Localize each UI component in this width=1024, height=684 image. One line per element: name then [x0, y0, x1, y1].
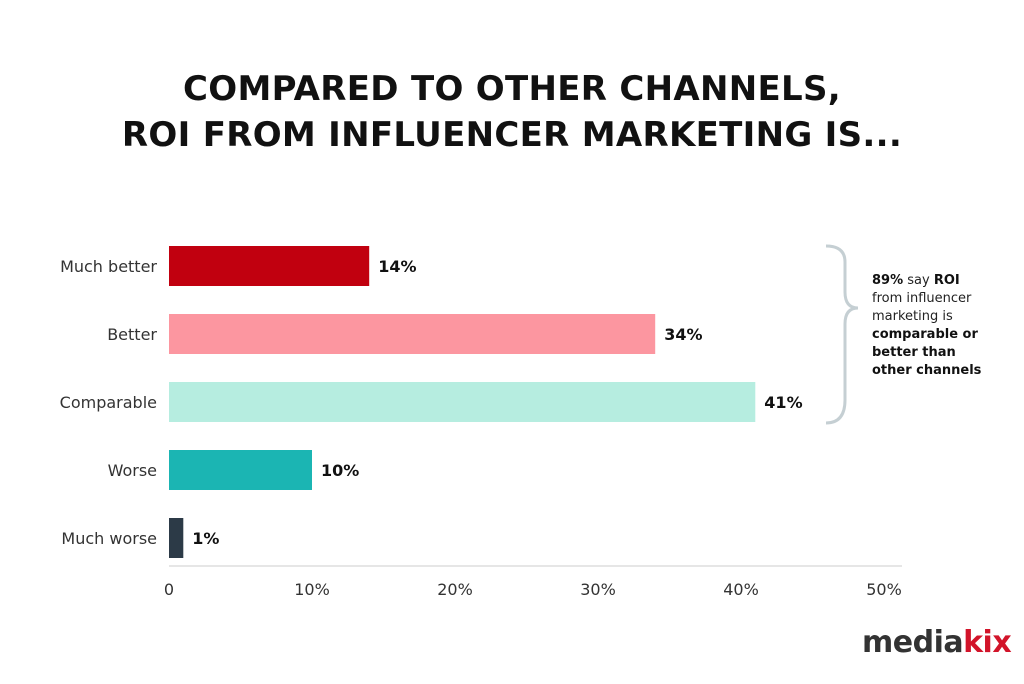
- note-part-2: say: [903, 273, 934, 288]
- data-label: 14%: [378, 257, 416, 276]
- annotation-note: 89% say ROI from influencer marketing is…: [872, 272, 997, 380]
- category-label: Much worse: [61, 529, 157, 548]
- note-part-1: 89%: [872, 273, 904, 288]
- category-label: Worse: [108, 461, 157, 480]
- logo-red: kix: [963, 625, 1012, 660]
- data-label: 10%: [321, 461, 359, 480]
- chart-title-line-1: COMPARED TO OTHER CHANNELS,: [182, 69, 842, 109]
- chart-title-line-2: ROI FROM INFLUENCER MARKETING IS...: [121, 115, 903, 155]
- note-part-4: from influencer marketing is: [872, 291, 972, 324]
- chart-title: COMPARED TO OTHER CHANNELS, ROI FROM INF…: [0, 66, 1024, 158]
- bar-much-better: [169, 246, 370, 286]
- category-label: Much better: [60, 257, 157, 276]
- x-tick-label: 40%: [723, 580, 759, 599]
- data-label: 41%: [764, 393, 802, 412]
- bar-comparable: [169, 382, 756, 422]
- note-part-3: ROI: [933, 273, 960, 288]
- x-tick-label: 50%: [866, 580, 902, 599]
- data-label: 34%: [664, 325, 702, 344]
- annotation-bracket: [825, 244, 859, 425]
- x-tick-label: 20%: [437, 580, 473, 599]
- bar-much-worse: [169, 518, 184, 558]
- x-tick-label: 30%: [580, 580, 616, 599]
- bar-better: [169, 314, 656, 354]
- category-label: Comparable: [60, 393, 157, 412]
- mediakix-logo: mediakix: [862, 625, 1012, 660]
- note-part-5: comparable or better than other channels: [872, 327, 982, 378]
- category-label: Better: [107, 325, 157, 344]
- logo-dark: media: [862, 625, 964, 660]
- data-label: 1%: [192, 529, 219, 548]
- x-tick-label: 0: [164, 580, 174, 599]
- bar-worse: [169, 450, 312, 490]
- x-tick-label: 10%: [294, 580, 330, 599]
